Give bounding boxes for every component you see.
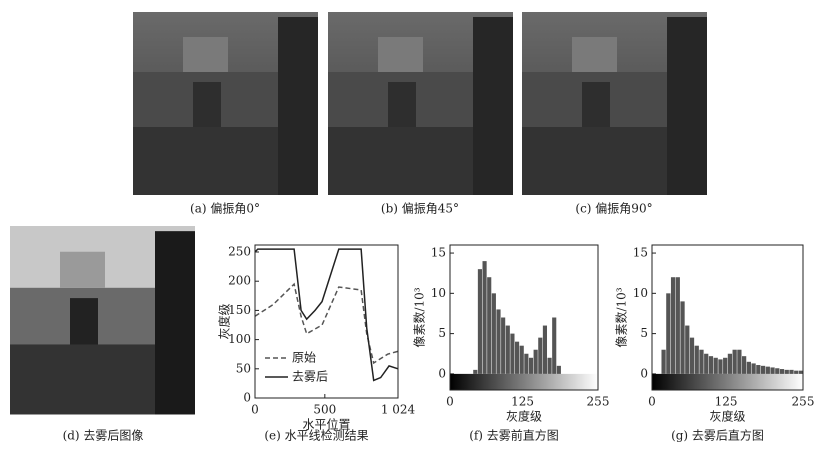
y-tick-label: 250 <box>228 245 251 259</box>
bar <box>670 277 676 374</box>
bar <box>760 365 766 374</box>
bar <box>661 349 666 374</box>
y-axis-label: 像素数/10³ <box>412 287 427 347</box>
bar <box>765 366 770 374</box>
bar <box>519 345 524 374</box>
bar <box>737 349 742 374</box>
x-tick-label: 125 <box>511 395 534 409</box>
bar <box>798 370 803 374</box>
y-tick-label: 10 <box>633 286 648 300</box>
plot-frame <box>449 244 599 391</box>
y-axis-label: 灰度级 <box>217 303 232 339</box>
y-tick-label: 5 <box>438 326 446 340</box>
x-tick-label: 0 <box>446 395 454 409</box>
photo <box>522 12 707 195</box>
bar <box>713 357 718 374</box>
gray-scale-bar <box>652 373 803 390</box>
x-tick-label: 0 <box>251 403 259 417</box>
bar <box>528 357 534 374</box>
bar <box>510 333 515 374</box>
bar <box>542 325 548 374</box>
bar <box>784 369 789 374</box>
bar <box>704 353 709 374</box>
photo <box>10 226 195 415</box>
bar <box>515 341 520 374</box>
plot-frame <box>651 244 804 391</box>
y-tick-label: 10 <box>431 286 446 300</box>
y-tick-label: 100 <box>228 332 251 346</box>
line <box>254 248 399 382</box>
caption: (g) 去雾后直方图 <box>671 428 764 443</box>
bar <box>505 325 510 374</box>
bar <box>473 369 478 374</box>
x-tick-label: 1 024 <box>381 403 416 417</box>
bar <box>689 337 695 374</box>
bar <box>756 365 761 374</box>
bar <box>501 317 506 374</box>
bar <box>487 277 492 374</box>
line <box>254 282 399 365</box>
x-tick-label: 0 <box>648 395 656 409</box>
bar <box>524 353 529 374</box>
bar <box>779 369 785 374</box>
bar <box>789 369 794 374</box>
caption: (e) 水平线检测结果 <box>264 428 368 443</box>
bar <box>742 356 747 374</box>
y-tick-label: 150 <box>228 303 251 317</box>
bar <box>552 317 557 374</box>
bar <box>680 301 685 374</box>
y-tick-label: 5 <box>640 326 648 340</box>
gray-scale-bar <box>450 373 598 390</box>
x-tick-label: 255 <box>792 395 815 409</box>
bar <box>770 367 775 374</box>
bar <box>477 269 483 374</box>
x-tick-label: 125 <box>715 395 738 409</box>
y-tick-label: 15 <box>431 246 446 260</box>
bar <box>723 357 728 374</box>
bar <box>666 293 671 374</box>
caption: (c) 偏振角90° <box>575 201 652 216</box>
bar <box>685 325 690 374</box>
y-tick-label: 0 <box>243 391 251 405</box>
bar <box>547 357 552 374</box>
photo <box>133 12 318 195</box>
bar <box>491 293 496 374</box>
bar <box>675 277 680 374</box>
bar <box>794 370 799 374</box>
bar <box>727 353 733 374</box>
caption: (f) 去雾前直方图 <box>469 428 559 443</box>
bar <box>538 337 543 374</box>
bar <box>496 309 501 374</box>
bar <box>699 349 704 374</box>
bar <box>533 349 538 374</box>
legend-label: 原始 <box>292 351 316 365</box>
y-tick-label: 200 <box>228 274 251 288</box>
bar <box>708 356 714 374</box>
y-axis-label: 像素数/10³ <box>614 287 629 347</box>
plot-frame <box>254 244 399 399</box>
caption: (a) 偏振角0° <box>190 201 260 216</box>
bar <box>718 359 723 374</box>
bar <box>732 349 737 374</box>
y-tick-label: 0 <box>640 366 648 380</box>
x-tick-label: 255 <box>587 395 610 409</box>
bar <box>694 345 699 374</box>
x-tick-label: 500 <box>313 403 336 417</box>
bar <box>482 261 487 374</box>
caption: (d) 去雾后图像 <box>63 429 144 443</box>
x-axis-label: 水平位置 <box>302 417 350 432</box>
y-tick-label: 50 <box>236 361 251 375</box>
y-tick-label: 15 <box>633 246 648 260</box>
bar <box>775 368 780 374</box>
bar <box>751 363 756 374</box>
caption: (b) 偏振角45° <box>381 201 459 216</box>
x-axis-label: 灰度级 <box>709 409 745 424</box>
legend-label: 去雾后 <box>292 370 328 384</box>
photo <box>328 12 513 195</box>
bar <box>556 365 561 374</box>
bar <box>746 361 751 374</box>
x-axis-label: 灰度级 <box>506 409 542 424</box>
y-tick-label: 0 <box>438 366 446 380</box>
